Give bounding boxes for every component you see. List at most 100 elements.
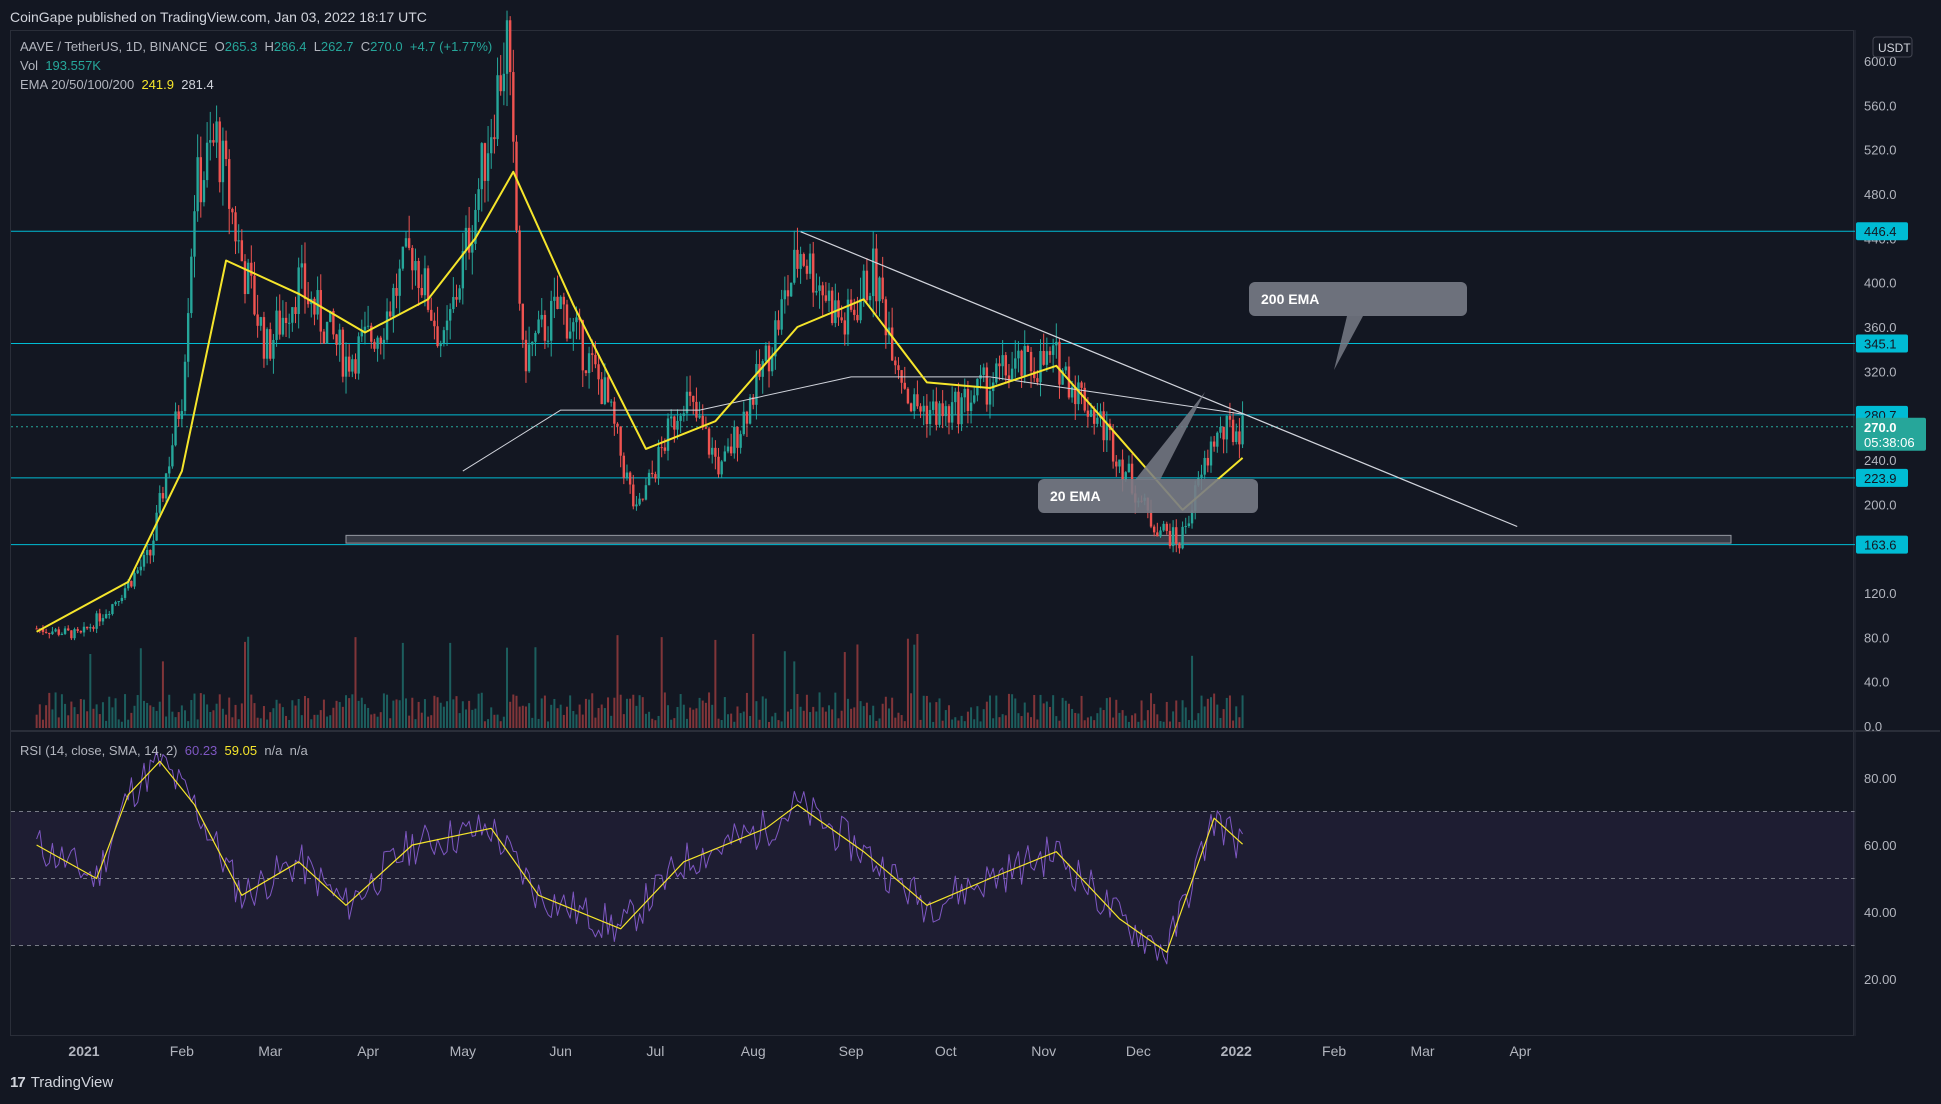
volume-bar xyxy=(1011,694,1014,728)
candle-body xyxy=(190,256,193,314)
candle-body xyxy=(1064,366,1067,371)
candle-body xyxy=(843,320,846,335)
date-tick-label: Jul xyxy=(646,1043,664,1059)
volume-bar xyxy=(1112,717,1115,728)
volume-bar xyxy=(111,707,114,728)
candle-body xyxy=(985,367,989,405)
volume-bar xyxy=(635,705,638,728)
candle-body xyxy=(1209,441,1213,466)
candle-body xyxy=(685,391,689,414)
volume-bar xyxy=(174,717,177,728)
volume-bar xyxy=(269,712,272,728)
candle-body xyxy=(913,394,916,412)
volume-bar xyxy=(663,692,666,728)
candle-body xyxy=(139,566,143,571)
candle-body xyxy=(221,140,225,183)
volume-bar xyxy=(764,698,767,728)
volume-bar xyxy=(79,699,82,728)
volume-bar xyxy=(1225,697,1228,728)
candle-body xyxy=(347,356,351,372)
candle-body xyxy=(761,361,764,377)
candle-body xyxy=(300,263,304,268)
volume-bar xyxy=(60,694,63,728)
volume-bar xyxy=(783,651,786,728)
volume-bar xyxy=(332,707,335,728)
candle-body xyxy=(341,329,345,377)
volume-bar xyxy=(345,695,348,728)
ema200-callout-box xyxy=(1249,282,1467,316)
candle-body xyxy=(467,227,471,253)
candle-body xyxy=(306,298,310,305)
candle-body xyxy=(51,631,54,635)
candle-body xyxy=(287,322,291,324)
currency-badge xyxy=(1872,36,1913,58)
volume-bar xyxy=(679,694,682,728)
volume-bar xyxy=(193,693,196,728)
volume-bar xyxy=(619,694,622,728)
volume-bar xyxy=(1238,717,1241,728)
volume-bar xyxy=(206,704,209,728)
candle-body xyxy=(739,434,742,448)
volume-bar xyxy=(1197,713,1200,728)
candle-body xyxy=(35,628,38,630)
volume-bar xyxy=(534,647,537,728)
price-tick-label: 360.0 xyxy=(1864,320,1897,335)
volume-bar xyxy=(891,697,894,728)
volume-bar xyxy=(512,694,515,728)
candle-body xyxy=(755,363,758,405)
candle-body xyxy=(60,633,64,635)
volume-bar xyxy=(124,694,127,728)
volume-bar xyxy=(625,698,628,728)
volume-bar xyxy=(1228,695,1231,728)
volume-bar xyxy=(199,693,202,728)
candle-body xyxy=(619,426,622,456)
candle-body xyxy=(357,336,360,374)
level-446-label: 446.4 xyxy=(1864,224,1897,239)
support-zone xyxy=(345,534,1732,544)
candle-body xyxy=(395,287,398,296)
volume-bar xyxy=(553,698,556,728)
volume-bar xyxy=(1219,717,1222,728)
candle-body xyxy=(600,379,603,405)
volume-bar xyxy=(278,703,281,728)
volume-bar xyxy=(802,710,805,728)
candle-body xyxy=(464,227,468,252)
volume-bar xyxy=(307,698,310,728)
candle-body xyxy=(351,359,354,372)
candle-body xyxy=(1033,371,1036,379)
volume-bar xyxy=(1007,693,1010,728)
volume-bar xyxy=(796,693,799,728)
volume-bar xyxy=(1153,703,1156,728)
candle-body xyxy=(922,405,925,412)
volume-bar xyxy=(616,635,619,728)
candle-body xyxy=(493,137,496,140)
candle-body xyxy=(1099,411,1102,418)
candle-body xyxy=(370,325,373,342)
volume-bar xyxy=(607,697,610,728)
volume-bar xyxy=(809,712,812,728)
volume-bar xyxy=(496,714,499,728)
volume-bar xyxy=(446,701,449,728)
candle-body xyxy=(275,310,278,340)
symbol-label[interactable]: AAVE / TetherUS, 1D, BINANCE xyxy=(20,39,208,54)
candle-body xyxy=(420,287,423,296)
volume-bar xyxy=(171,711,174,728)
volume-bar xyxy=(957,720,960,728)
candle-body xyxy=(120,597,124,602)
date-tick-label: Jun xyxy=(549,1043,572,1059)
volume-bar xyxy=(689,707,692,728)
candle-body xyxy=(57,629,60,635)
candle-body xyxy=(101,618,105,622)
footer-brand[interactable]: 17 TradingView xyxy=(10,1074,113,1091)
volume-bar xyxy=(859,701,862,728)
volume-bar xyxy=(793,661,796,728)
volume-bar xyxy=(243,641,246,728)
level-446-label-tag xyxy=(1856,222,1908,241)
volume-bar xyxy=(1102,710,1105,728)
volume-bar xyxy=(250,694,253,728)
candle-body xyxy=(707,428,711,455)
volume-bar xyxy=(878,718,881,728)
volume-bar xyxy=(528,703,531,728)
candle-body xyxy=(853,309,856,315)
